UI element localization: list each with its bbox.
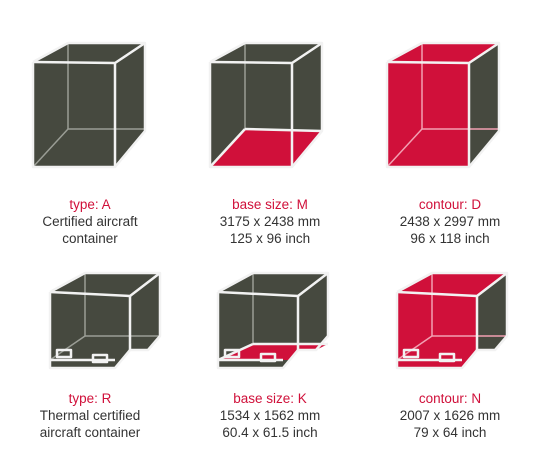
container-type-r: type: R Thermal certified aircraft conta… [0,260,180,476]
container-type-a: type: A Certified aircraft container [0,0,180,250]
short-container-floor-icon [216,271,330,370]
short-container-contour-icon [395,271,509,370]
tall-container-icon [31,41,147,169]
contour-highlight [397,273,507,368]
caption-heading: type: A [69,197,111,212]
caption-line: 2438 x 2997 mm [399,214,501,229]
caption-line: Thermal certified [39,408,141,423]
container-base-k: base size: K 1534 x 1562 mm 60.4 x 61.5 … [180,260,360,476]
caption-line: container [62,231,118,246]
caption: type: A Certified aircraft container [0,196,180,247]
container-contour-n: contour: N 2007 x 1626 mm 79 x 64 inch [360,260,540,476]
container-base-m: base size: M 3175 x 2438 mm 125 x 96 inc… [180,0,360,250]
base-highlight [210,129,322,167]
caption-line: 2007 x 1626 mm [399,408,501,423]
caption-heading: contour: D [418,197,482,212]
caption-heading: contour: N [418,391,482,406]
caption-heading: base size: M [232,197,308,212]
container-contour-d: contour: D 2438 x 2997 mm 96 x 118 inch [360,0,540,250]
tall-container-floor-icon [208,41,324,169]
caption-line: Certified aircraft [42,214,138,229]
caption: contour: N 2007 x 1626 mm 79 x 64 inch [360,390,540,441]
caption: base size: K 1534 x 1562 mm 60.4 x 61.5 … [180,390,360,441]
caption-heading: base size: K [233,391,307,406]
caption-line: 125 x 96 inch [229,231,311,246]
caption-line: 1534 x 1562 mm [219,408,321,423]
tall-container-contour-icon [385,41,501,169]
caption-line: 3175 x 2438 mm [219,214,321,229]
caption-line: 79 x 64 inch [413,425,487,440]
caption-heading: type: R [68,391,112,406]
caption-line: 60.4 x 61.5 inch [222,425,318,440]
caption: base size: M 3175 x 2438 mm 125 x 96 inc… [180,196,360,247]
caption: type: R Thermal certified aircraft conta… [0,390,180,441]
caption-line: 96 x 118 inch [410,231,490,246]
caption: contour: D 2438 x 2997 mm 96 x 118 inch [360,196,540,247]
caption-line: aircraft container [39,425,141,440]
short-container-icon [48,271,162,370]
